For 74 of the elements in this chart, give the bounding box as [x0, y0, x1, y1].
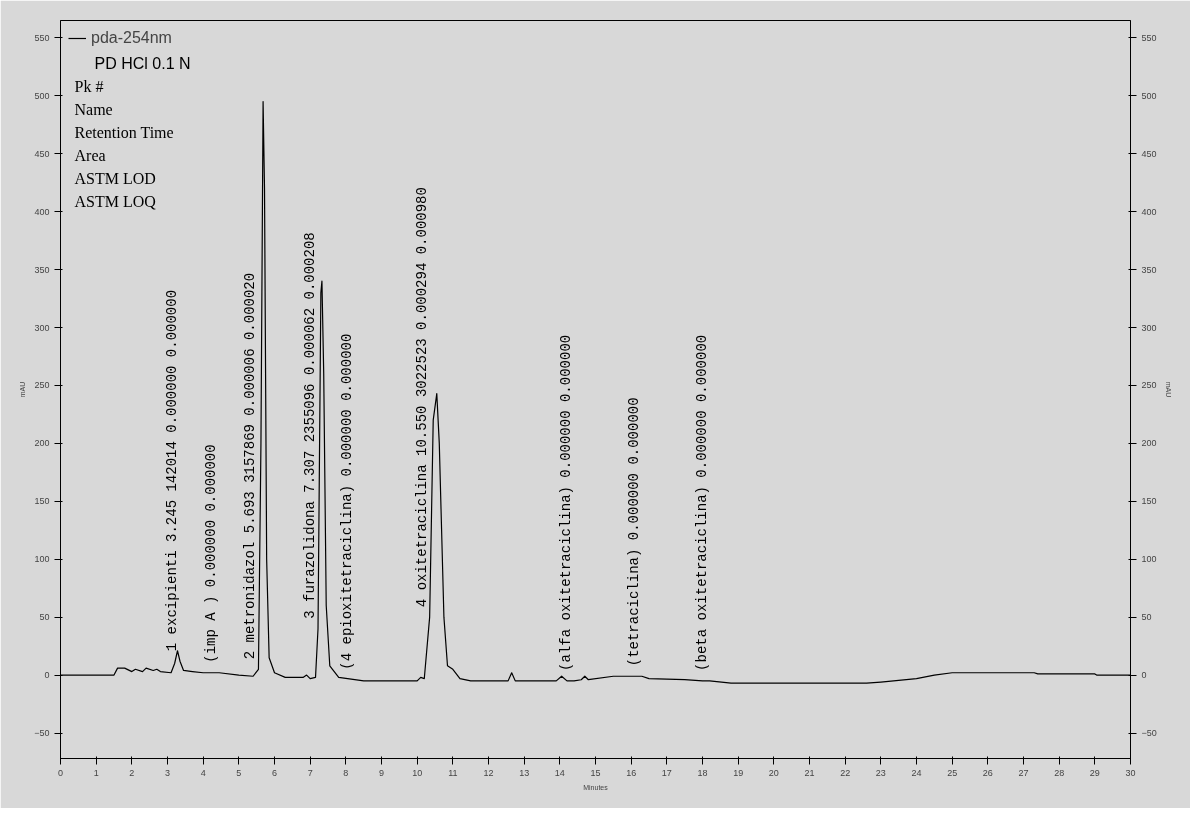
y-tick-label: 150 [34, 496, 50, 507]
x-tick-label: 26 [982, 767, 993, 778]
x-tick-label: 16 [626, 767, 637, 778]
annotation: PD HCl 0.1 N [94, 54, 191, 72]
x-tick-label: 0 [58, 767, 64, 778]
x-tick-label: 14 [554, 767, 565, 778]
y-tick-label: 0 [44, 670, 50, 681]
y-tick-label: 50 [39, 612, 50, 623]
y2-tick-label: 300 [1141, 322, 1157, 333]
x-tick-label: 21 [804, 767, 815, 778]
y-tick-label: 300 [34, 322, 50, 333]
y2-tick-label: 250 [1141, 380, 1157, 391]
annotation: (beta oxitetraciclina) 0.000000 0.000000 [693, 334, 710, 671]
annotation: ASTM LOD [74, 169, 156, 187]
y2-tick-label: 0 [1141, 670, 1147, 681]
x-tick-label: 17 [661, 767, 672, 778]
x-tick-label: 2 [129, 767, 135, 778]
annotation: Name [74, 100, 113, 118]
x-tick-label: 25 [947, 767, 958, 778]
x-tick-label: 24 [911, 767, 922, 778]
annotation: ASTM LOQ [74, 192, 157, 210]
annotation: 1 excipienti 3.245 142014 0.000000 0.000000 [163, 289, 180, 652]
y2-tick-label: 450 [1141, 148, 1157, 159]
annotation: 2 metronidazol 5.693 3157869 0.000006 0.000020 [242, 272, 259, 660]
x-tick-label: 5 [236, 767, 242, 778]
y2-tick-label: −50 [1141, 728, 1157, 739]
y-tick-label: 450 [34, 148, 50, 159]
x-tick-label: 23 [875, 767, 886, 778]
y2-tick-label: 50 [1141, 612, 1152, 623]
x-tick-label: 7 [307, 767, 313, 778]
annotation: (tetraciclina) 0.000000 0.000000 [625, 397, 642, 667]
y2-tick-label: 200 [1141, 438, 1157, 449]
x-tick-label: 12 [483, 767, 494, 778]
x-tick-label: 22 [840, 767, 851, 778]
y2-tick-label: 150 [1141, 496, 1157, 507]
x-tick-label: 27 [1018, 767, 1029, 778]
annotation: 3 furazolidona 7.307 2355096 0.000062 0.000208 [302, 232, 319, 619]
annotation: Pk # [74, 77, 104, 95]
y2-tick-label: 550 [1141, 32, 1157, 43]
x-tick-label: 8 [343, 767, 349, 778]
x-tick-label: 28 [1054, 767, 1065, 778]
x-tick-label: 30 [1125, 767, 1136, 778]
y2-tick-label: 350 [1141, 264, 1157, 275]
y-tick-label: 500 [34, 90, 50, 101]
x-tick-label: 20 [768, 767, 779, 778]
y2-tick-label: 100 [1141, 554, 1157, 565]
y-tick-label: 250 [34, 380, 50, 391]
x-tick-label: 18 [697, 767, 708, 778]
y-tick-label: 200 [34, 438, 50, 449]
y-tick-label: 400 [34, 206, 50, 217]
x-tick-label: 3 [165, 767, 171, 778]
annotation: (4 epioxitetraciclina) 0.000000 0.000000 [338, 333, 355, 670]
y-tick-label: 100 [34, 554, 50, 565]
x-tick-label: 4 [200, 767, 206, 778]
annotation: (imp A ) 0.000000 0.000000 [203, 444, 220, 663]
y2-tick-label: 400 [1141, 206, 1157, 217]
annotation: (alfa oxitetraciclina) 0.000000 0.000000 [558, 334, 575, 671]
x-tick-label: 1 [93, 767, 99, 778]
y-tick-label: 550 [34, 32, 50, 43]
x-tick-label: 15 [590, 767, 601, 778]
legend-label: pda-254nm [91, 29, 172, 47]
x-tick-label: 11 [448, 767, 458, 778]
annotation: Area [74, 146, 106, 164]
y-tick-label: 350 [34, 264, 50, 275]
x-tick-label: 9 [379, 767, 385, 778]
x-tick-label: 10 [412, 767, 423, 778]
annotation: Retention Time [74, 123, 174, 141]
x-tick-label: 6 [272, 767, 278, 778]
x-tick-label: 29 [1089, 767, 1100, 778]
x-tick-label: 19 [733, 767, 744, 778]
y2-tick-label: 500 [1141, 90, 1157, 101]
annotation: 4 oxitetraciclina 10.550 3022523 0.000294 0.000980 [413, 187, 430, 608]
y-tick-label: −50 [34, 728, 50, 739]
x-tick-label: 13 [519, 767, 530, 778]
